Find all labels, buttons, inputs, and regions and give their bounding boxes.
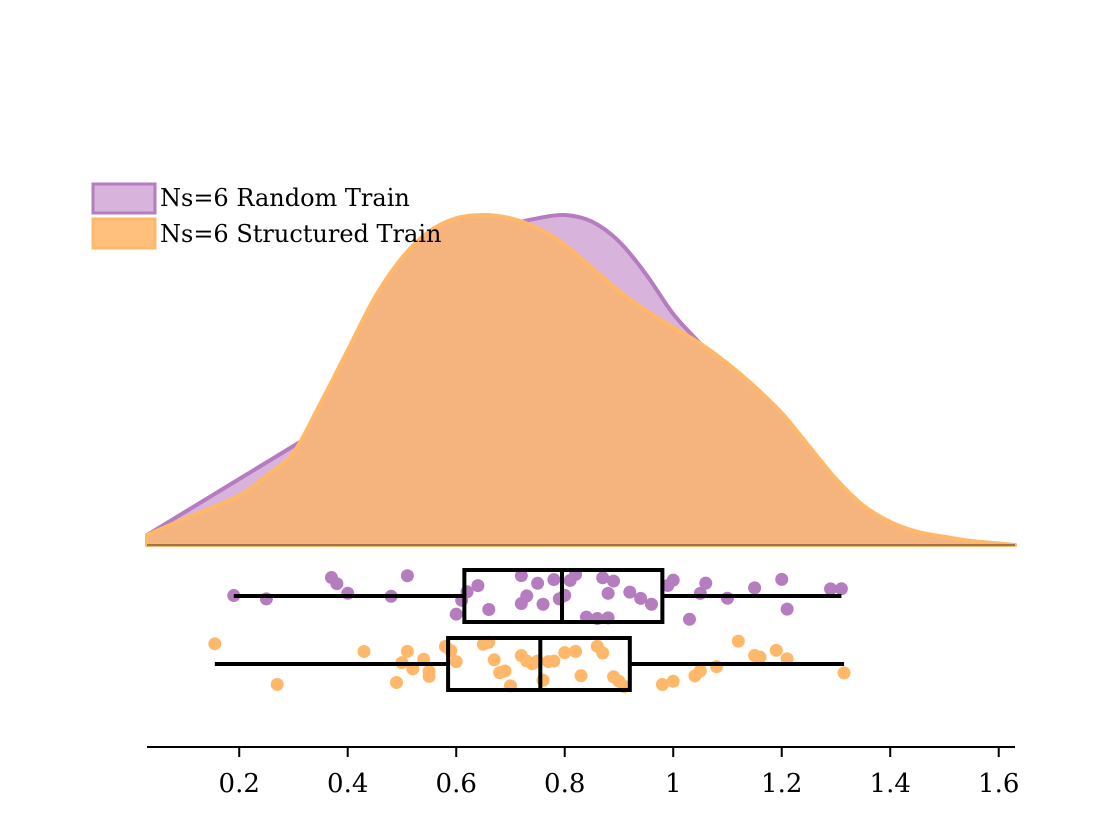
data-point-random [601, 586, 615, 600]
legend-label-structured: Ns=6 Structured Train [160, 220, 441, 248]
x-tick-label: 1 [665, 769, 682, 799]
legend: Ns=6 Random Train Ns=6 Structured Train [91, 182, 441, 250]
data-point-structured [731, 634, 745, 648]
data-point-structured [390, 675, 404, 689]
data-point-random [683, 612, 696, 626]
x-tick-label: 0.4 [327, 769, 368, 799]
data-point-random [824, 582, 838, 596]
data-point-random [520, 589, 534, 603]
legend-swatch-structured [91, 217, 157, 250]
x-tick-label: 1.4 [870, 769, 911, 799]
data-point-random [471, 579, 485, 593]
data-point-structured [837, 666, 851, 680]
data-point-random [748, 581, 762, 595]
data-point-structured [357, 644, 371, 658]
data-point-random [699, 576, 713, 590]
data-point-random [449, 607, 463, 621]
data-point-random [634, 591, 648, 605]
data-point-random [514, 569, 528, 583]
data-point-structured [655, 677, 669, 691]
data-point-structured [547, 654, 561, 668]
x-axis: 0.2 0.4 0.6 0.8 1 1.2 1.4 1.6 [147, 746, 1019, 799]
data-point-structured [487, 653, 501, 667]
data-point-structured [753, 650, 767, 664]
legend-label-random: Ns=6 Random Train [160, 184, 410, 212]
data-point-structured [693, 664, 707, 678]
data-point-structured [666, 674, 680, 688]
points-layer [208, 567, 851, 693]
data-point-structured [449, 655, 463, 669]
data-point-random [775, 572, 789, 586]
data-point-structured [498, 664, 512, 678]
data-point-random [536, 597, 550, 611]
x-tick-label: 0.8 [544, 769, 585, 799]
data-point-random [531, 576, 545, 590]
data-point-structured [208, 637, 222, 651]
data-point-random [607, 574, 621, 588]
data-point-random [666, 573, 680, 587]
data-point-random [400, 569, 414, 583]
legend-swatch-random [91, 182, 157, 215]
data-point-random [482, 603, 496, 617]
data-point-random [596, 571, 610, 585]
density-structured [145, 213, 1017, 547]
density-layer [145, 212, 1017, 547]
data-point-structured [574, 669, 588, 683]
data-point-structured [569, 644, 583, 658]
data-point-random [834, 582, 848, 596]
data-point-structured [422, 664, 436, 678]
data-point-random [780, 602, 794, 616]
x-tick-label: 0.6 [436, 769, 477, 799]
data-point-structured [769, 643, 783, 657]
x-tick-label: 1.6 [978, 769, 1019, 799]
data-point-random [547, 573, 561, 587]
data-point-structured [558, 646, 572, 660]
x-tick-label: 1.2 [761, 769, 802, 799]
data-point-random [645, 597, 659, 611]
data-point-structured [270, 677, 284, 691]
data-point-random [720, 591, 734, 605]
x-tick-label: 0.2 [219, 769, 260, 799]
box-layer [214, 568, 845, 692]
data-point-structured [400, 644, 414, 658]
data-point-random [330, 577, 344, 591]
data-point-random [623, 585, 637, 599]
data-point-structured [596, 646, 610, 660]
